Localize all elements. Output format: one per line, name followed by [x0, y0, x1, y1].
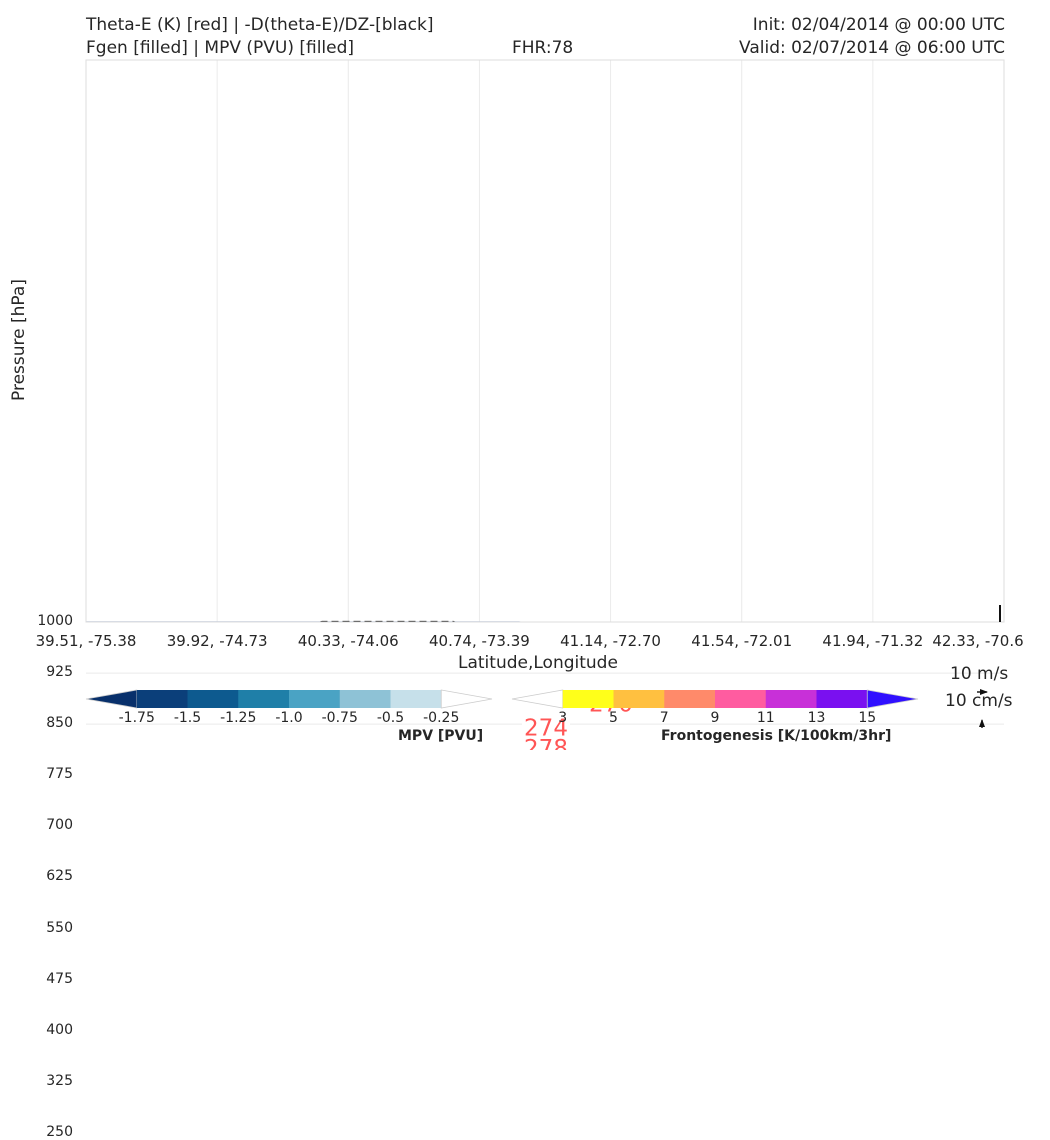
theta-e-label-bg [522, 738, 570, 750]
wind-vector [612, 741, 624, 742]
x-tick-label: 41.94, -71.32 [822, 632, 924, 650]
wind-vector [219, 741, 231, 742]
y-tick-label: 625 [46, 868, 73, 885]
mpv-colorbar-extend-left [85, 689, 138, 709]
fgen-colorbar-tick: 3 [558, 710, 568, 726]
mpv-colorbar-tick: -0.75 [321, 710, 358, 726]
mpv-colorbar-segment [289, 690, 341, 708]
init-time: Init: 02/04/2014 @ 00:00 UTC [752, 15, 1005, 35]
y-tick-label: 775 [46, 766, 73, 783]
wind-vector [416, 717, 421, 718]
y-tick-label: 475 [46, 970, 73, 987]
quiver-key-label-ms: 10 m/s [950, 664, 1009, 684]
plot-frame [85, 59, 1005, 623]
mpv-colorbar-segment [187, 690, 239, 708]
fgen-colorbar-tick: 11 [756, 710, 775, 726]
x-tick-label: 39.92, -74.73 [166, 632, 268, 650]
wind-vector [350, 741, 362, 742]
wind-vector [154, 741, 166, 742]
mpv-colorbar-tick: -1.5 [173, 710, 202, 726]
wind-vector [285, 741, 297, 742]
y-tick-label: 925 [46, 664, 73, 681]
plot-background [86, 60, 1004, 622]
wind-vector [481, 693, 486, 694]
y-tick-label: 250 [46, 1123, 73, 1140]
y-tick-label: 325 [46, 1072, 73, 1089]
fgen-colorbar-extend-right [866, 689, 919, 709]
mpv-colorbar-segment [390, 690, 442, 708]
y-tick-label: 1000 [37, 613, 73, 629]
y-tick-label: 700 [46, 817, 73, 834]
fgen-colorbar-segment [715, 690, 767, 708]
fgen-colorbar-segment [765, 690, 817, 708]
fgen-colorbar-tick: 5 [609, 710, 618, 726]
fgen-colorbar-tick: 7 [659, 710, 669, 726]
mpv-colorbar-extend-right [440, 689, 493, 709]
forecast-hour: FHR:78 [512, 38, 574, 58]
y-axis-label: Pressure [hPa] [9, 279, 29, 401]
y-tick-label: 850 [46, 715, 73, 732]
mpv-colorbar-tick: -1.0 [275, 710, 303, 726]
fgen-colorbar-title: Frontogenesis [K/100km/3hr] [661, 728, 892, 744]
wind-vector [481, 717, 486, 718]
theta-e-contour-label: 278 [524, 736, 568, 750]
cross-section-chart: 3463423383343303263223183143103063022982… [85, 59, 1005, 750]
y-tick-label: 400 [46, 1021, 73, 1038]
fgen-colorbar-segment [664, 690, 716, 708]
x-tick-label: 40.33, -74.06 [297, 632, 399, 650]
mpv-colorbar-tick: -0.5 [376, 710, 405, 726]
title-line-1: Theta-E (K) [red] | -D(theta-E)/DZ-[blac… [86, 15, 434, 35]
title-line-2: Fgen [filled] | MPV (PVU) [filled] [86, 38, 355, 58]
mpv-colorbar-segment [238, 690, 290, 708]
mpv-colorbar-tick: -0.25 [423, 710, 460, 726]
mpv-colorbar-tick: -1.75 [118, 710, 155, 726]
fgen-colorbar-tick: 9 [710, 710, 720, 726]
quiver-key-label-cms: 10 cm/s [945, 691, 1013, 711]
x-tick-label: 42.33, -70.6 [932, 632, 1024, 650]
valid-time: Valid: 02/07/2014 @ 06:00 UTC [739, 38, 1005, 58]
fgen-colorbar-tick: 15 [858, 710, 877, 726]
fgen-colorbar-segment [562, 690, 614, 708]
wind-vector [940, 741, 952, 742]
fgen-colorbar-segment [816, 690, 868, 708]
theta-e-label-bg [522, 717, 570, 738]
wind-vector [88, 693, 93, 694]
x-axis-label: Latitude,Longitude [458, 653, 618, 673]
fgen-colorbar-segment [613, 690, 665, 708]
x-tick-label: 39.51, -75.38 [35, 632, 137, 650]
fgen-colorbar-tick: 13 [807, 710, 826, 726]
wind-vector [88, 717, 93, 718]
x-tick-label: 40.74, -73.39 [429, 632, 530, 650]
mpv-colorbar-title: MPV [PVU] [398, 728, 484, 744]
wind-vector [940, 717, 945, 718]
x-tick-label: 41.54, -72.01 [691, 632, 793, 650]
theta-e-contour-label: 274 [524, 716, 568, 742]
x-tick-label: 41.14, -72.70 [560, 632, 661, 650]
mpv-colorbar-tick: -1.25 [220, 710, 257, 726]
mpv-colorbar-segment [136, 690, 188, 708]
y-tick-label: 550 [46, 919, 73, 936]
wind-vector [88, 741, 100, 742]
mpv-colorbar-segment [339, 690, 391, 708]
fgen-colorbar-extend-left [511, 689, 564, 709]
wind-vector [940, 693, 945, 694]
